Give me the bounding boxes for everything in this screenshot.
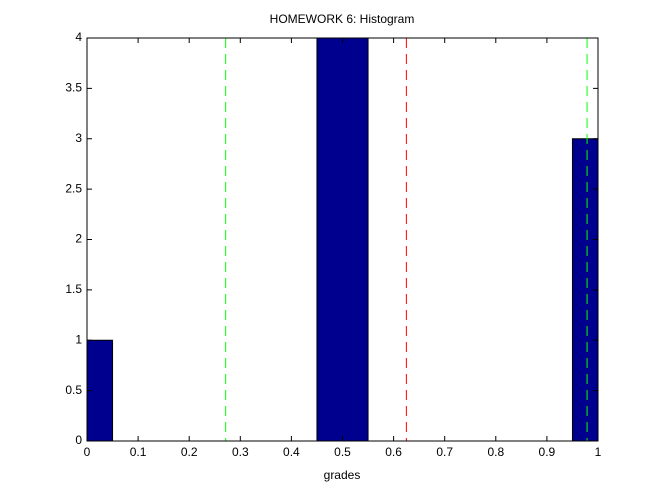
x-tick-label: 0.4 xyxy=(283,445,300,459)
x-axis-label: grades xyxy=(324,468,361,482)
y-tick-label: 4 xyxy=(75,30,82,44)
y-tick-label: 1 xyxy=(75,332,82,346)
y-tick-label: 0.5 xyxy=(65,383,82,397)
bar xyxy=(316,38,369,441)
x-tick-label: 1 xyxy=(595,445,602,459)
x-tick-label: 0.5 xyxy=(334,445,351,459)
x-tick-label: 0.7 xyxy=(436,445,453,459)
y-tick-label: 3 xyxy=(75,131,82,145)
y-tick-label: 1.5 xyxy=(65,282,82,296)
x-tick-label: 0.9 xyxy=(539,445,556,459)
y-tick-label: 3.5 xyxy=(65,81,82,95)
y-tick-label: 2 xyxy=(75,232,82,246)
y-tick-label: 0 xyxy=(75,433,82,447)
x-tick-label: 0 xyxy=(84,445,91,459)
chart-title: HOMEWORK 6: Histogram xyxy=(270,12,415,26)
x-tick-label: 0.8 xyxy=(487,445,504,459)
x-tick-label: 0.2 xyxy=(181,445,198,459)
x-tick-label: 0.6 xyxy=(385,445,402,459)
plot-area xyxy=(87,38,598,441)
y-tick-label: 2.5 xyxy=(65,181,82,195)
x-tick-label: 0.3 xyxy=(232,445,249,459)
x-tick-label: 0.1 xyxy=(130,445,147,459)
